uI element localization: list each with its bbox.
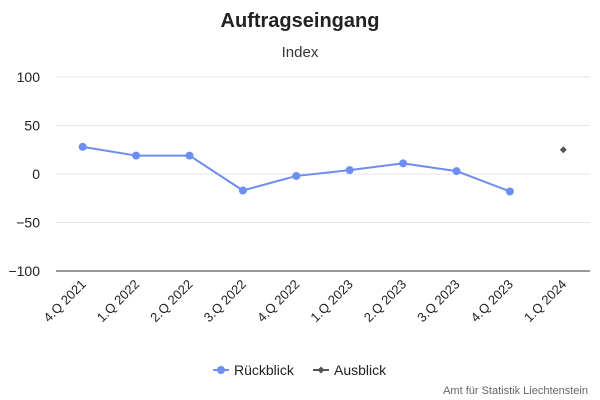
legend: Rückblick Ausblick [213, 362, 387, 378]
x-axis-ticks: 4.Q 2021 1.Q 2022 2.Q 2022 3.Q 2022 4.Q 2022… [40, 277, 569, 325]
data-point[interactable] [345, 166, 354, 175]
x-tick-label: 1.Q 2023 [307, 277, 355, 325]
y-tick-label: −50 [16, 215, 40, 231]
legend-item[interactable]: Ausblick [313, 362, 387, 378]
x-tick-label: 4.Q 2021 [40, 277, 88, 325]
y-axis-label: Index [282, 44, 319, 61]
legend-marker [217, 366, 225, 374]
x-tick-label: 4.Q 2022 [254, 277, 302, 325]
y-tick-label: 0 [32, 166, 40, 182]
series-layer [78, 142, 567, 196]
data-point[interactable] [78, 142, 87, 151]
legend-label: Ausblick [334, 362, 387, 378]
x-tick-label: 3.Q 2023 [414, 277, 462, 325]
y-tick-label: 50 [24, 118, 40, 134]
x-tick-label: 1.Q 2022 [94, 277, 142, 325]
data-point[interactable] [559, 146, 567, 154]
legend-item[interactable]: Rückblick [213, 362, 295, 378]
series-line [82, 145, 511, 193]
legend-label: Rückblick [234, 362, 295, 378]
data-point[interactable] [399, 159, 408, 168]
data-point[interactable] [185, 151, 194, 160]
series-2 [559, 146, 567, 154]
y-tick-label: 100 [17, 69, 41, 85]
data-point[interactable] [505, 187, 514, 196]
data-point[interactable] [132, 151, 141, 160]
x-tick-label: 2.Q 2023 [361, 277, 409, 325]
x-tick-label: 1.Q 2024 [521, 277, 569, 325]
y-axis-ticks: 100 50 0 −50 −100 [8, 69, 40, 279]
chart-title: Auftragseingang [221, 10, 380, 32]
x-tick-label: 3.Q 2022 [201, 277, 249, 325]
legend-marker [317, 366, 325, 374]
data-point[interactable] [452, 167, 461, 176]
y-tick-label: −100 [8, 263, 40, 279]
data-point[interactable] [292, 171, 301, 180]
x-tick-label: 2.Q 2022 [147, 277, 195, 325]
series-1 [78, 142, 514, 196]
credit-text: Amt für Statistik Liechtenstein [443, 385, 588, 397]
data-point[interactable] [238, 186, 247, 195]
x-tick-label: 4.Q 2023 [468, 277, 516, 325]
